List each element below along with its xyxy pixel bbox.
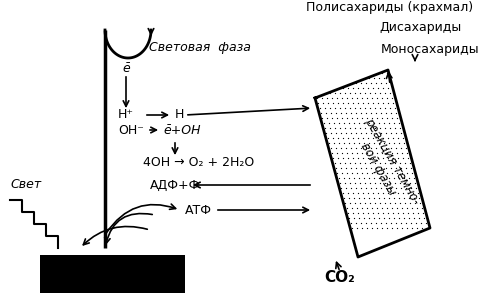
Text: Моносахариды: Моносахариды	[380, 43, 480, 57]
Text: CO₂: CO₂	[324, 270, 356, 285]
Text: Световая  фаза: Световая фаза	[149, 42, 251, 54]
Text: OH⁻: OH⁻	[118, 124, 144, 137]
Text: ē+OH: ē+OH	[163, 124, 200, 137]
Text: Свет: Свет	[10, 178, 41, 192]
Text: Полисахариды (крахмал): Полисахариды (крахмал)	[306, 1, 474, 14]
Text: АДФ+Ф: АДФ+Ф	[150, 178, 200, 192]
Bar	[40, 255, 185, 293]
Text: Дисахариды: Дисахариды	[379, 21, 461, 35]
Text: ē: ē	[122, 62, 130, 74]
Text: 4OH → O₂ + 2H₂O: 4OH → O₂ + 2H₂O	[143, 156, 254, 169]
Text: АТФ: АТФ	[185, 204, 212, 217]
Text: H⁺: H⁺	[118, 108, 134, 122]
Text: реакция темно-
вой фазы: реакция темно- вой фазы	[348, 115, 422, 214]
Text: H: H	[175, 108, 184, 122]
